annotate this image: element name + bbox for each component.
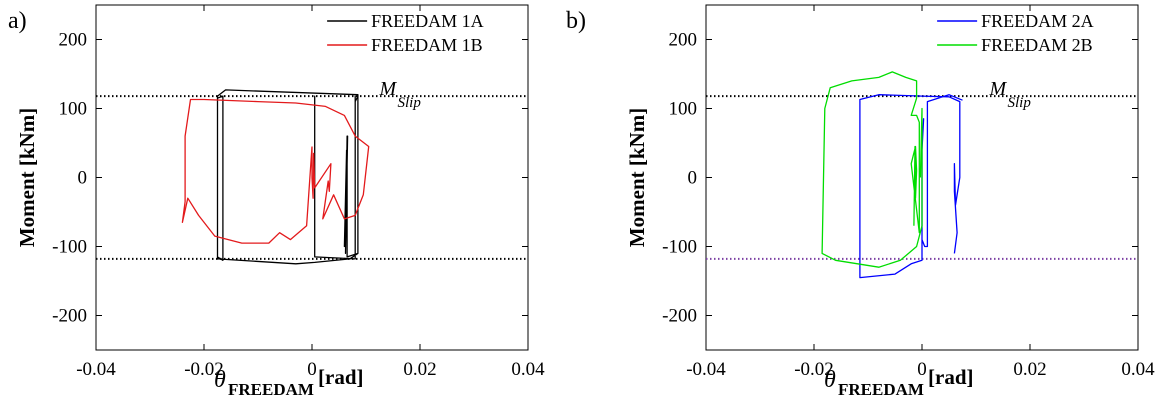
y-tick-label: -100 <box>52 237 87 258</box>
y-axis-label: Moment [kNm] <box>625 108 649 247</box>
legend-label: FREEDAM 2A <box>981 11 1094 31</box>
x-axis-label-subscript: FREEDAM <box>228 380 314 399</box>
x-axis-label-unit: [rad] <box>928 365 974 389</box>
y-tick-label: 100 <box>669 99 698 120</box>
y-tick-label: -200 <box>662 306 697 327</box>
legend-label: FREEDAM 2B <box>981 35 1093 55</box>
panel-label: a) <box>8 8 27 34</box>
x-tick-label: -0.02 <box>794 359 834 380</box>
y-tick-label: -200 <box>52 306 87 327</box>
m-slip-label: M <box>379 78 398 100</box>
x-tick-label: -0.02 <box>184 359 224 380</box>
series-line-freedam-1a <box>216 89 359 265</box>
x-axis-label-symbol: θ <box>214 367 226 393</box>
panel-label: b) <box>566 8 586 34</box>
legend-label: FREEDAM 1A <box>371 11 484 31</box>
x-tick-label: 0.02 <box>1013 359 1046 380</box>
y-tick-label: 0 <box>78 168 88 189</box>
series-line-freedam-2b <box>821 71 923 268</box>
y-tick-label: 0 <box>688 168 698 189</box>
x-tick-label: -0.04 <box>686 359 726 380</box>
x-axis-label-unit: [rad] <box>318 365 364 389</box>
y-tick-label: 200 <box>59 30 88 51</box>
y-tick-label: -100 <box>662 237 697 258</box>
x-tick-label: 0 <box>917 359 927 380</box>
x-axis-label-symbol: θ <box>824 367 836 393</box>
m-slip-label: M <box>989 78 1008 100</box>
x-tick-label: -0.04 <box>76 359 116 380</box>
x-tick-label: 0.02 <box>403 359 436 380</box>
series-line-freedam-1b <box>181 98 370 244</box>
x-tick-label: 0.04 <box>1121 359 1155 380</box>
legend-label: FREEDAM 1B <box>371 35 483 55</box>
m-slip-subscript: Slip <box>1008 95 1032 111</box>
x-tick-label: 0.04 <box>511 359 545 380</box>
series-line-freedam-2a <box>859 94 963 279</box>
m-slip-subscript: Slip <box>398 95 422 111</box>
x-tick-label: 0 <box>307 359 317 380</box>
x-axis-label-subscript: FREEDAM <box>838 380 924 399</box>
y-tick-label: 200 <box>669 30 698 51</box>
y-axis-label: Moment [kNm] <box>15 108 39 247</box>
y-tick-label: 100 <box>59 99 88 120</box>
